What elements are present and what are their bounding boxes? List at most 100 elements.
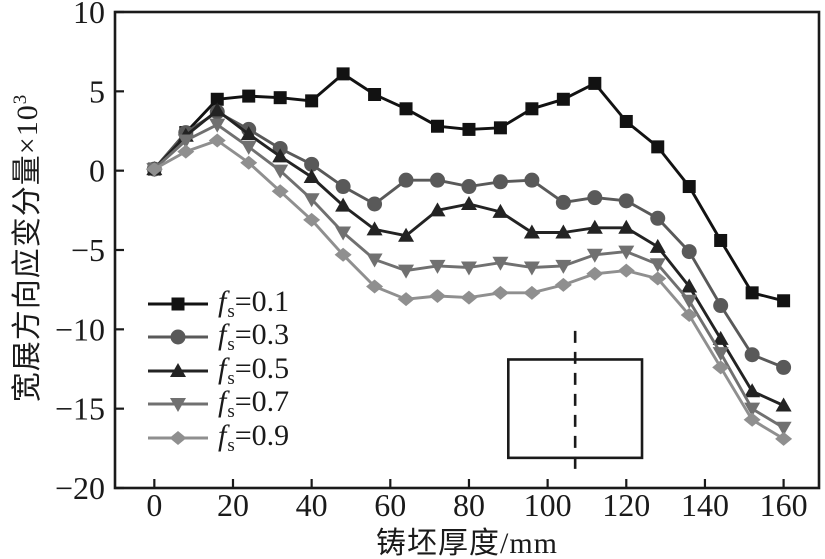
data-point-fs=0.3 [650, 210, 666, 226]
data-point-fs=0.3 [713, 298, 729, 314]
legend-marker-fs=0.9 [148, 430, 208, 445]
data-point-fs=0.3 [461, 179, 477, 195]
data-point-fs=0.5 [712, 330, 729, 345]
data-point-fs=0.9 [397, 292, 415, 307]
data-point-fs=0.7 [681, 294, 698, 309]
data-point-fs=0.1 [493, 121, 507, 135]
data-point-fs=0.3 [304, 156, 320, 172]
y-axis-label: 宽展方向应变分量×103 [2, 94, 46, 402]
data-point-fs=0.7 [240, 140, 257, 155]
x-tick-label: 140 [681, 487, 729, 523]
data-point-fs=0.9 [271, 184, 289, 199]
data-point-fs=0.9 [554, 277, 572, 292]
data-point-fs=0.1 [588, 76, 602, 90]
data-point-fs=0.5 [272, 148, 289, 163]
x-tick-label: 20 [217, 487, 249, 523]
y-axis-label-base: 宽展方向应变分量×10 [11, 104, 44, 403]
legend-label-fs=0.7: fs=0.7 [218, 385, 290, 423]
data-point-fs=0.9 [680, 308, 698, 323]
data-point-fs=0.7 [586, 248, 603, 263]
data-point-fs=0.3 [618, 193, 634, 209]
legend-item-fs=0.5: fs=0.5 [146, 353, 289, 388]
data-point-fs=0.1 [210, 92, 224, 106]
legend-marker-fs=0.1 [148, 297, 208, 311]
data-point-fs=0.5 [460, 195, 477, 210]
data-point-fs=0.7 [303, 193, 320, 208]
data-point-fs=0.9 [775, 431, 793, 446]
legend-marker-fs=0.3 [148, 329, 208, 345]
data-point-fs=0.7 [460, 261, 477, 276]
data-point-fs=0.7 [335, 226, 352, 241]
data-point-fs=0.3 [398, 172, 414, 188]
data-point-fs=0.9 [586, 266, 604, 281]
data-point-fs=0.3 [367, 196, 383, 212]
data-point-fs=0.1 [777, 294, 791, 308]
legend-label-fs=0.3: fs=0.3 [218, 318, 290, 356]
data-point-fs=0.1 [556, 92, 570, 106]
data-point-fs=0.1 [431, 119, 445, 133]
data-point-fs=0.7 [744, 402, 761, 417]
data-point-fs=0.1 [651, 140, 665, 154]
data-point-fs=0.1 [745, 286, 759, 300]
data-point-fs=0.9 [208, 133, 226, 148]
legend-glyph-circle [170, 329, 186, 345]
data-point-fs=0.7 [775, 421, 792, 436]
data-point-fs=0.5 [398, 227, 415, 242]
data-point-fs=0.5 [649, 238, 666, 253]
legend: fs=0.1 fs=0.3 fs=0.5 fs=0.7 fs=0.9 [146, 284, 290, 455]
data-point-fs=0.9 [366, 279, 384, 294]
data-point-fs=0.1 [399, 102, 413, 116]
y-tick-label: −15 [55, 391, 105, 427]
data-point-fs=0.5 [586, 219, 603, 234]
data-point-fs=0.3 [555, 194, 571, 210]
y-tick-label: 5 [89, 73, 105, 109]
data-point-fs=0.7 [272, 164, 289, 179]
data-point-fs=0.1 [714, 233, 728, 247]
data-point-fs=0.9 [523, 285, 541, 300]
data-point-fs=0.9 [649, 271, 667, 286]
data-point-fs=0.9 [617, 263, 635, 278]
data-point-fs=0.5 [209, 102, 226, 117]
data-point-fs=0.3 [744, 347, 760, 363]
x-tick-label: 160 [760, 487, 808, 523]
data-point-fs=0.7 [209, 118, 226, 133]
data-point-fs=0.5 [335, 197, 352, 212]
x-tick-label: 120 [602, 487, 650, 523]
data-point-fs=0.5 [681, 278, 698, 293]
x-axis-label: 铸坯厚度/mm [375, 527, 559, 559]
legend-glyph-square [171, 297, 185, 311]
data-point-fs=0.1 [619, 114, 633, 128]
data-point-fs=0.7 [429, 259, 446, 274]
x-tick-label: 0 [146, 487, 162, 523]
data-point-fs=0.9 [303, 212, 321, 227]
data-point-fs=0.5 [744, 383, 761, 398]
data-point-fs=0.5 [366, 221, 383, 236]
data-point-fs=0.5 [429, 202, 446, 217]
x-tick-label: 80 [453, 487, 485, 523]
legend-label-fs=0.1: fs=0.1 [218, 284, 290, 322]
data-point-fs=0.9 [240, 155, 258, 170]
data-point-fs=0.7 [398, 264, 415, 279]
y-tick-label: −10 [55, 311, 105, 347]
legend-item-fs=0.1: fs=0.1 [146, 284, 290, 322]
x-tick-label: 40 [296, 487, 328, 523]
data-point-fs=0.1 [525, 102, 539, 116]
data-point-fs=0.3 [430, 172, 446, 188]
legend-item-fs=0.3: fs=0.3 [146, 318, 290, 356]
legend-glyph-triangle-up [170, 362, 186, 377]
data-point-fs=0.9 [460, 290, 478, 305]
data-point-fs=0.5 [775, 397, 792, 412]
data-point-fs=0.5 [492, 203, 509, 218]
data-point-fs=0.9 [491, 285, 509, 300]
data-point-fs=0.1 [336, 67, 350, 81]
data-point-fs=0.9 [743, 412, 761, 427]
data-point-fs=0.5 [240, 126, 257, 141]
y-tick-label: 0 [89, 153, 105, 189]
data-point-fs=0.9 [429, 289, 447, 304]
data-point-fs=0.1 [273, 91, 287, 105]
data-point-fs=0.3 [587, 190, 603, 206]
data-point-fs=0.3 [681, 244, 697, 260]
data-point-fs=0.3 [335, 179, 351, 195]
